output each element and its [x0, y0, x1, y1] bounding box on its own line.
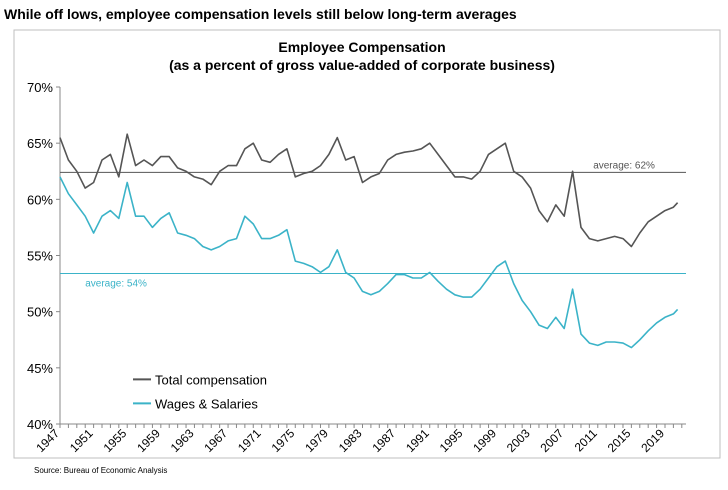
x-tick-label: 2011 — [572, 426, 600, 454]
x-tick-label: 1999 — [470, 426, 499, 455]
x-tick-label: 2015 — [605, 426, 634, 455]
legend: Total compensation Wages & Salaries — [133, 372, 267, 411]
x-tick-label: 2007 — [538, 426, 567, 455]
average-lines-layer: average: 62% average: 54% — [60, 160, 686, 289]
y-tick-label: 70% — [27, 80, 53, 95]
x-tick-label: 1971 — [235, 426, 264, 455]
x-tick-label: 1979 — [302, 426, 331, 455]
legend-label-wages: Wages & Salaries — [155, 396, 258, 411]
series-layer — [59, 133, 679, 349]
chart-subtitle: (as a percent of gross value-added of co… — [169, 57, 555, 73]
x-tick-label: 1963 — [168, 426, 197, 455]
y-tick-label: 65% — [27, 136, 53, 151]
average-label-wages: average: 54% — [85, 278, 147, 289]
x-tick-label: 1995 — [437, 426, 466, 455]
y-tick-label: 60% — [27, 192, 53, 207]
x-tick-label: 1975 — [269, 426, 298, 455]
x-tick-label: 1959 — [134, 426, 163, 455]
headline: While off lows, employee compensation le… — [4, 6, 517, 22]
x-tick-label: 1955 — [101, 426, 130, 455]
average-label-total: average: 62% — [593, 160, 655, 171]
axes-layer: 40%45%50%55%60%65%70%1947 1951 1955 1959 196… — [27, 80, 686, 455]
x-tick-label: 2019 — [638, 426, 667, 455]
x-tick-label: 1967 — [201, 426, 230, 455]
source-note: Source: Bureau of Economic Analysis — [34, 466, 168, 475]
y-tick-label: 50% — [27, 305, 53, 320]
series-line-wages — [59, 176, 679, 349]
x-tick-label: 2003 — [504, 426, 533, 455]
x-tick-label: 1983 — [336, 426, 365, 455]
chart-title: Employee Compensation — [278, 39, 445, 55]
x-tick-label: 1991 — [403, 426, 432, 455]
plot-border — [13, 29, 721, 459]
x-tick-label: 1987 — [369, 426, 398, 455]
y-tick-label: 45% — [27, 361, 53, 376]
series-line-total — [59, 133, 679, 248]
legend-label-total: Total compensation — [155, 372, 267, 387]
y-tick-label: 55% — [27, 249, 53, 264]
x-tick-label: 1951 — [67, 426, 96, 455]
y-tick-label: 40% — [27, 417, 53, 432]
